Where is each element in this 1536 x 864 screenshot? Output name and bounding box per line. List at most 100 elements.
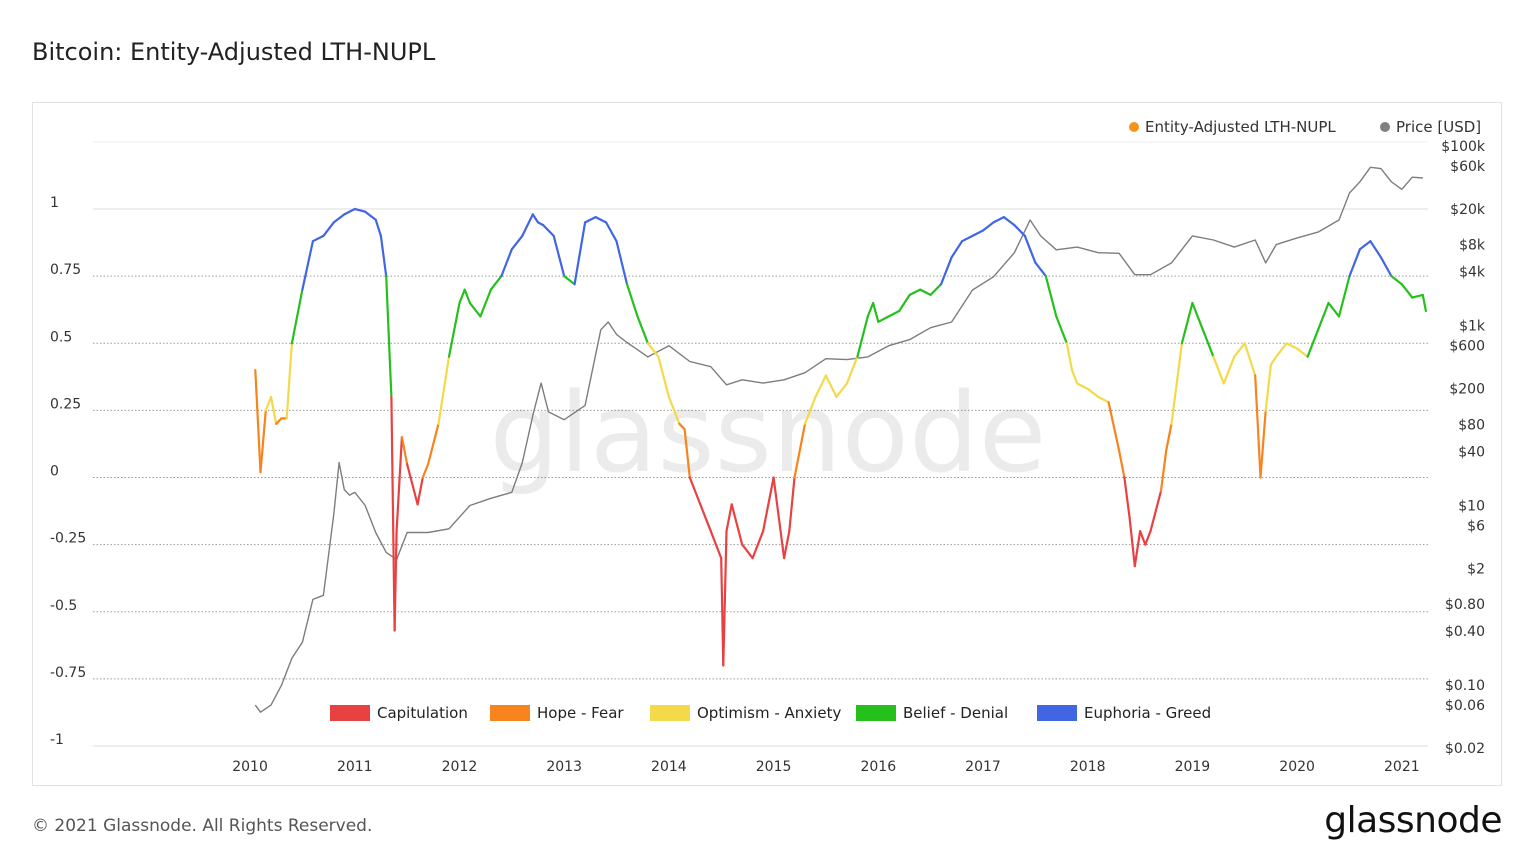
nupl-segment — [871, 301, 880, 323]
nupl-segment — [814, 374, 828, 398]
nupl-segment — [1128, 516, 1136, 568]
nupl-segment — [741, 543, 754, 560]
y-right-tick-label: $0.10 — [1445, 678, 1485, 694]
glassnode-logo[interactable]: glassnode — [1324, 800, 1502, 841]
nupl-segment — [285, 342, 293, 420]
y-right-tick-label: $20k — [1450, 202, 1486, 218]
y-left-tick-label: -1 — [50, 732, 64, 748]
y-left-tick-label: 0 — [50, 464, 59, 480]
legend-marker-nupl — [1129, 122, 1139, 132]
nupl-segment — [437, 355, 451, 425]
nupl-segment — [1144, 530, 1152, 546]
zone-legend-label: Capitulation — [377, 704, 468, 722]
zone-legend-label: Hope - Fear — [537, 704, 624, 722]
nupl-segment — [1165, 422, 1173, 452]
nupl-segment — [500, 248, 513, 278]
nupl-segment — [322, 221, 335, 237]
y-right-tick-label: $6 — [1467, 518, 1485, 534]
nupl-segment — [343, 207, 356, 216]
chart-frame: 1 0.75 0.5 0.25 0 -0.25 -0.5 -0.75 -1 $100k $60k $2… — [32, 102, 1502, 786]
nupl-segment — [1180, 301, 1194, 345]
nupl-segment — [1191, 301, 1205, 331]
legend-label-nupl: Entity-Adjusted LTH-NUPL — [1145, 118, 1336, 136]
y-right-tick-label: $2 — [1467, 561, 1485, 577]
nupl-segment — [1390, 275, 1403, 286]
x-tick-label: 2017 — [965, 759, 1001, 775]
nupl-segment — [463, 288, 471, 305]
nupl-segment — [406, 463, 419, 506]
nupl-segment — [1259, 409, 1267, 479]
x-tick-label: 2018 — [1070, 759, 1106, 775]
nupl-segment — [1400, 283, 1414, 299]
nupl-segment — [1107, 401, 1121, 452]
nupl-segment — [772, 476, 786, 560]
nupl-segment — [1306, 328, 1320, 358]
nupl-segment — [1295, 347, 1309, 358]
nupl-segment — [489, 275, 503, 291]
nupl-segment — [877, 315, 890, 323]
nupl-segment — [929, 283, 943, 296]
nupl-segment — [427, 422, 440, 466]
y-left-tick-label: -0.5 — [50, 598, 77, 614]
nupl-segment — [615, 240, 629, 286]
nupl-segment — [939, 256, 953, 286]
nupl-segment — [1369, 240, 1383, 259]
x-tick-label: 2021 — [1384, 759, 1420, 775]
nupl-segment — [1411, 293, 1424, 299]
nupl-segment — [1269, 355, 1278, 366]
nupl-segment — [1065, 342, 1074, 372]
zone-legend-label: Euphoria - Greed — [1084, 704, 1211, 722]
nupl-segment — [510, 234, 524, 251]
nupl-segment — [269, 395, 278, 425]
nupl-segment — [709, 530, 723, 560]
x-tick-label: 2020 — [1279, 759, 1315, 775]
chart-svg: 1 0.75 0.5 0.25 0 -0.25 -0.5 -0.75 -1 $100k $60k $2… — [50, 118, 1486, 775]
nupl-segment — [1201, 328, 1215, 358]
y-right-tick-label: $0.40 — [1445, 624, 1485, 640]
nupl-segment — [390, 395, 396, 632]
x-tick-label: 2012 — [442, 759, 478, 775]
nupl-segment — [479, 288, 492, 318]
nupl-segment — [835, 382, 849, 398]
nupl-segment — [636, 315, 650, 345]
nupl-segment — [950, 240, 964, 259]
nupl-segment — [1327, 301, 1341, 318]
nupl-segment — [1379, 256, 1393, 278]
nupl-segment — [604, 221, 618, 243]
nupl-segment — [1159, 449, 1168, 492]
nupl-segment — [421, 463, 430, 479]
nupl-segment — [1170, 342, 1184, 425]
nupl-segment — [1086, 387, 1100, 398]
nupl-segment — [678, 422, 686, 431]
y-right-tick-label: $1k — [1459, 319, 1486, 335]
nupl-segment — [542, 223, 555, 237]
y-left-tick-label: 1 — [50, 195, 59, 211]
nupl-segment — [521, 213, 534, 237]
nupl-segment — [657, 355, 671, 398]
nupl-segment — [1275, 342, 1288, 358]
nupl-segment — [683, 428, 691, 479]
nupl-segment — [992, 215, 1006, 224]
nupl-segment — [290, 288, 304, 345]
nupl-segment — [531, 213, 540, 224]
nupl-segment — [751, 530, 765, 560]
x-tick-label: 2011 — [337, 759, 373, 775]
nupl-segment — [1044, 275, 1058, 318]
y-right-tick-label: $60k — [1450, 159, 1486, 175]
nupl-segment — [1421, 293, 1428, 313]
nupl-segment — [1002, 215, 1016, 227]
y-right-tick-label: $200 — [1449, 382, 1485, 398]
nupl-segment — [385, 275, 393, 398]
nupl-segment — [374, 218, 382, 237]
y-left-tick-label: 0.25 — [50, 396, 81, 412]
y-left-tick-label: 0.75 — [50, 262, 81, 278]
nupl-segment — [722, 530, 728, 667]
y-left-tick-label: 0.5 — [50, 329, 72, 345]
nupl-segment — [856, 315, 869, 358]
nupl-segment — [1013, 223, 1027, 237]
y-right-tick-label: $0.80 — [1445, 597, 1485, 613]
nupl-segment — [353, 207, 367, 213]
nupl-segment — [793, 422, 807, 479]
nupl-segment — [919, 288, 932, 296]
nupl-segment — [1222, 355, 1236, 385]
